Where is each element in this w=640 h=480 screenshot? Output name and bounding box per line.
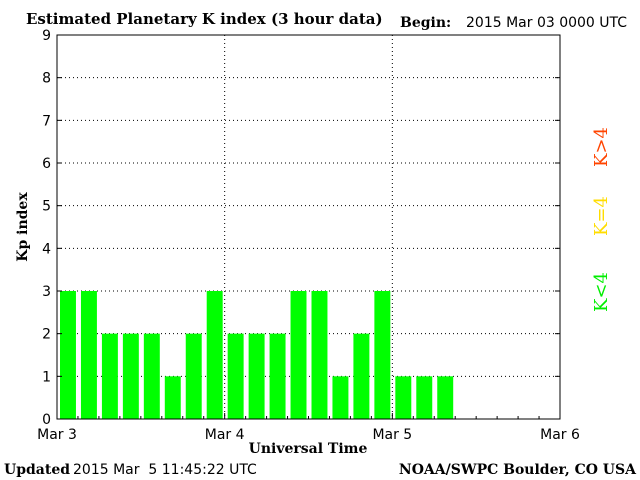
y-axis-label: Kp index xyxy=(15,192,31,262)
bar-17 xyxy=(395,376,412,419)
bar-15 xyxy=(353,333,370,419)
y-tick-label: 0 xyxy=(42,412,51,428)
bar-1 xyxy=(60,291,76,419)
source-credit: NOAA/SWPC Boulder, CO USA xyxy=(399,462,637,478)
bar-6 xyxy=(164,376,181,419)
legend: K>4 K=4 K<4 xyxy=(591,127,612,312)
bar-8 xyxy=(206,291,223,419)
x-tick-label: Mar 5 xyxy=(372,427,412,443)
y-tick-label: 5 xyxy=(42,199,51,215)
y-tick-label: 4 xyxy=(42,241,51,257)
y-tick-label: 8 xyxy=(42,71,51,87)
bar-16 xyxy=(374,291,391,419)
bar-series xyxy=(60,291,454,419)
x-tick-label: Mar 4 xyxy=(205,427,245,443)
bar-18 xyxy=(416,376,433,419)
bar-4 xyxy=(122,333,139,419)
updated-label: Updated xyxy=(4,462,70,478)
legend-item-1: K>4 xyxy=(591,127,612,167)
bar-3 xyxy=(101,333,118,419)
x-tick-label: Mar 3 xyxy=(37,427,77,443)
bar-7 xyxy=(185,333,202,419)
bar-13 xyxy=(311,291,328,419)
bar-10 xyxy=(248,333,265,419)
chart-title: Estimated Planetary K index (3 hour data… xyxy=(26,10,383,28)
y-tick-label: 2 xyxy=(42,327,51,343)
x-axis-label: Universal Time xyxy=(249,441,368,457)
bar-12 xyxy=(290,291,307,419)
y-tick-label: 9 xyxy=(42,28,51,44)
y-tick-label: 7 xyxy=(42,113,51,129)
begin-label: Begin: xyxy=(400,15,451,31)
gridlines xyxy=(57,35,560,419)
bar-11 xyxy=(269,333,286,419)
y-tick-label: 6 xyxy=(42,156,51,172)
y-axis-ticks: 0 1 2 3 4 5 6 7 8 9 xyxy=(42,28,560,428)
bar-9 xyxy=(227,333,244,419)
begin-value: 2015 Mar 03 0000 UTC xyxy=(466,15,627,31)
x-axis-ticks: Mar 3 Mar 4 Mar 5 Mar 6 xyxy=(37,413,580,443)
updated-value: 2015 Mar 5 11:45:22 UTC xyxy=(73,462,257,478)
bar-2 xyxy=(80,291,97,419)
x-tick-label: Mar 6 xyxy=(540,427,580,443)
y-tick-label: 1 xyxy=(42,369,51,385)
legend-item-2: K=4 xyxy=(591,196,612,236)
y-tick-label: 3 xyxy=(42,284,51,300)
bar-5 xyxy=(143,333,160,419)
bar-14 xyxy=(332,376,349,419)
bar-19 xyxy=(437,376,454,419)
legend-item-3: K<4 xyxy=(591,272,612,312)
